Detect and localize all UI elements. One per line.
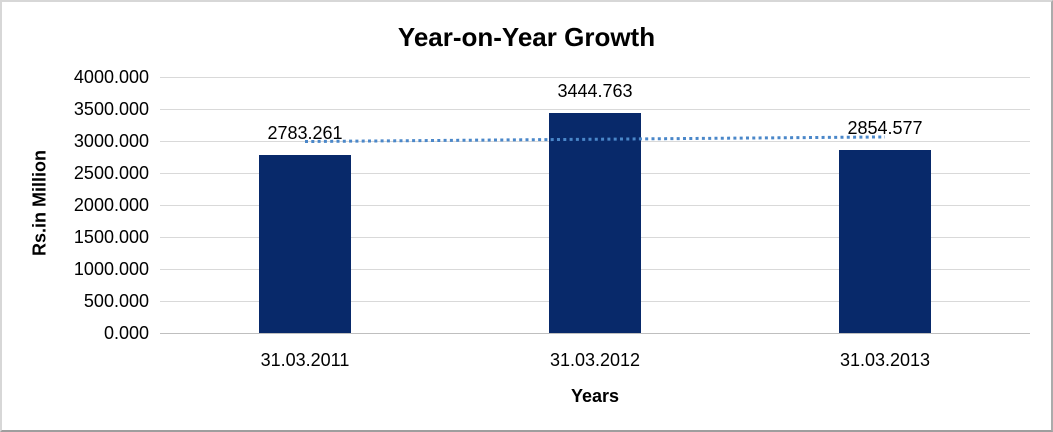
x-tick-label: 31.03.2011 [260, 350, 350, 370]
data-label: 2854.577 [847, 118, 923, 139]
data-label: 2783.261 [267, 122, 343, 143]
bar-31.03.2012 [549, 112, 641, 333]
data-label: 3444.763 [557, 80, 633, 101]
y-tick-label: 4000.000 [73, 67, 149, 87]
gridline [160, 109, 1030, 110]
x-axis-line [160, 333, 1030, 334]
y-tick-label: 1500.000 [73, 227, 149, 247]
y-tick-label: 3500.000 [73, 99, 149, 119]
x-tick-label: 31.03.2013 [839, 350, 931, 370]
y-tick-label: 2000.000 [73, 195, 149, 215]
y-tick-label: 0.000 [103, 323, 149, 343]
bar-31.03.2013 [839, 150, 931, 333]
y-tick-label: 500.000 [83, 291, 149, 311]
y-tick-label: 3000.000 [73, 131, 149, 151]
y-tick-label: 1000.000 [73, 259, 149, 279]
gridline [160, 77, 1030, 78]
y-tick-label: 2500.000 [73, 163, 149, 183]
bar-31.03.2011 [259, 154, 351, 333]
x-tick-label: 31.03.2012 [549, 350, 641, 370]
chart-title: Year-on-Year Growth [397, 22, 656, 52]
x-axis-title: Years [570, 386, 620, 406]
